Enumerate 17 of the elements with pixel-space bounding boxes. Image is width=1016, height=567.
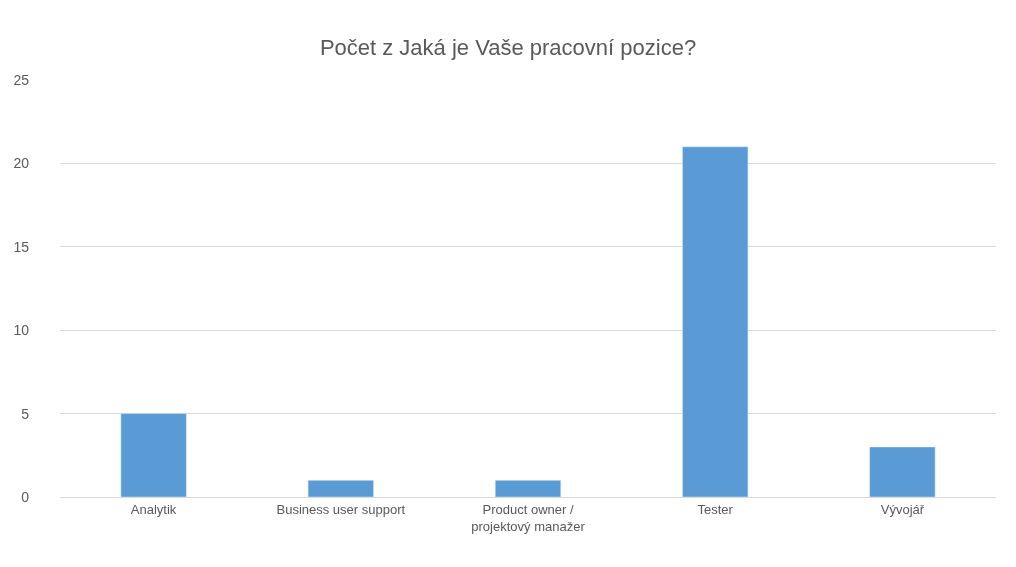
bar	[869, 446, 936, 497]
x-tick-label: Business user support	[276, 501, 406, 517]
bar	[120, 413, 187, 497]
chart-title: Počet z Jaká je Vaše pracovní pozice?	[319, 35, 697, 61]
y-tick-label: 0	[21, 488, 30, 505]
x-tick-label: Tester	[697, 501, 734, 517]
bar	[307, 480, 374, 497]
x-tick-label: Vývojář	[880, 501, 925, 517]
y-tick-label: 10	[13, 322, 30, 339]
y-tick-label: 25	[13, 71, 30, 88]
x-tick-label: Product owner / projektový manažer	[471, 501, 586, 534]
y-tick-label: 15	[13, 238, 30, 255]
y-tick-label: 5	[21, 405, 30, 422]
x-tick-label: Analytik	[130, 501, 177, 517]
y-tick-label: 20	[13, 155, 30, 172]
bar	[682, 146, 749, 497]
bar	[494, 480, 562, 497]
